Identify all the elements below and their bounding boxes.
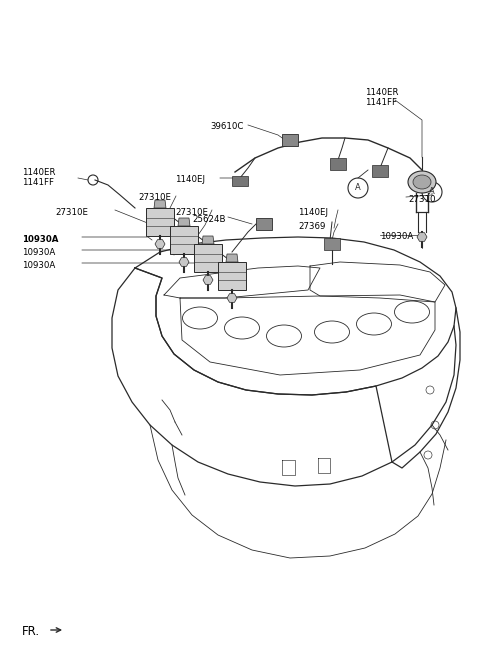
Polygon shape xyxy=(232,176,248,186)
Polygon shape xyxy=(146,208,174,236)
Text: 1140ER
1141FF: 1140ER 1141FF xyxy=(365,88,398,107)
Polygon shape xyxy=(203,276,213,284)
Text: 1140ER
1141FF: 1140ER 1141FF xyxy=(22,168,56,187)
Text: 27310: 27310 xyxy=(408,195,435,204)
Polygon shape xyxy=(324,238,340,250)
Text: 1140EJ: 1140EJ xyxy=(298,208,328,217)
Text: 10930A: 10930A xyxy=(22,248,55,257)
Polygon shape xyxy=(256,218,272,230)
Text: FR.: FR. xyxy=(22,625,40,638)
Polygon shape xyxy=(227,294,237,302)
Polygon shape xyxy=(417,233,427,241)
Text: 10930A: 10930A xyxy=(380,232,413,241)
Polygon shape xyxy=(170,226,198,254)
Polygon shape xyxy=(155,240,165,248)
Polygon shape xyxy=(372,165,388,177)
Text: 1140EJ: 1140EJ xyxy=(175,175,205,184)
Text: 25624B: 25624B xyxy=(192,215,226,224)
Polygon shape xyxy=(194,244,222,272)
Text: 27310E: 27310E xyxy=(138,193,171,202)
Ellipse shape xyxy=(408,171,436,193)
Text: A: A xyxy=(429,187,435,196)
Text: 10930A: 10930A xyxy=(22,261,55,270)
Polygon shape xyxy=(226,254,238,262)
Text: 27310E: 27310E xyxy=(175,208,208,217)
Polygon shape xyxy=(330,158,346,170)
Polygon shape xyxy=(282,134,298,146)
Polygon shape xyxy=(202,236,214,244)
Text: 10930A: 10930A xyxy=(22,235,59,244)
Text: 27369: 27369 xyxy=(298,222,325,231)
Text: 39610C: 39610C xyxy=(210,122,243,131)
Text: A: A xyxy=(355,183,361,193)
Polygon shape xyxy=(218,262,246,290)
Polygon shape xyxy=(179,258,189,266)
Text: 27310E: 27310E xyxy=(55,208,88,217)
Polygon shape xyxy=(178,218,190,226)
Ellipse shape xyxy=(413,175,431,189)
Polygon shape xyxy=(154,200,166,208)
